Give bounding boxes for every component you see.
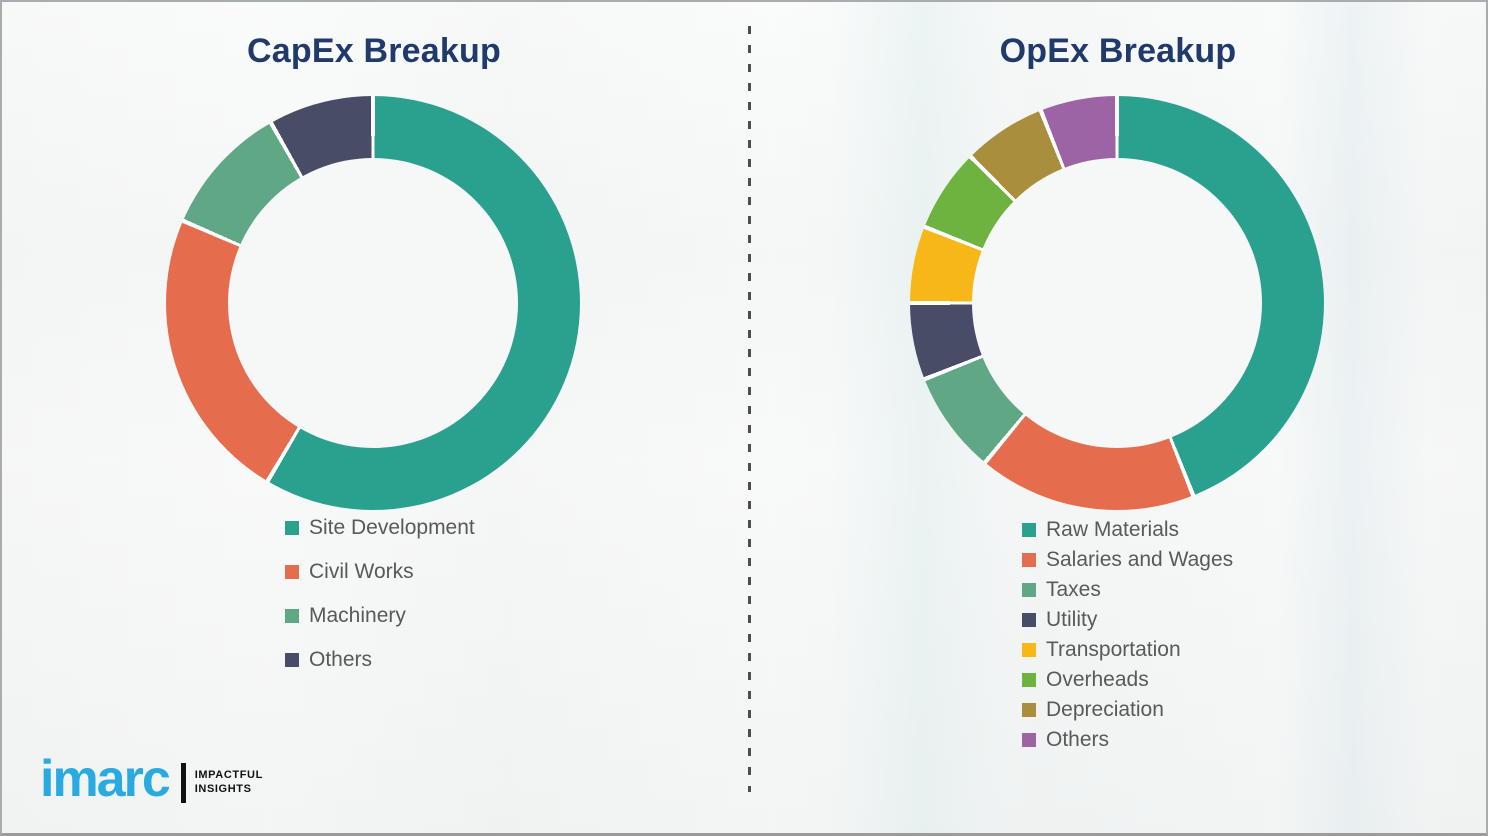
opex-chart-title: OpEx Breakup — [999, 32, 1237, 70]
logo-tagline-line1: IMPACTFUL — [194, 769, 263, 782]
imarc-wordmark: imarc — [40, 749, 171, 808]
legend-item: Salaries and Wages — [1022, 548, 1234, 572]
opex-donut-chart — [910, 96, 1324, 510]
legend-item: Civil Works — [285, 560, 475, 584]
legend-item: Others — [1022, 729, 1233, 751]
legend-label: Salaries and Wages — [1046, 548, 1234, 572]
panel-divider-dashed-line — [748, 26, 751, 792]
capex-donut-chart — [166, 96, 580, 510]
capex-legend: Site Development Civil Works Machinery Othe… — [285, 516, 475, 693]
legend-label: Site Development — [309, 516, 475, 539]
legend-label: Depreciation — [1046, 698, 1164, 722]
legend-item: Transportation — [1022, 639, 1233, 661]
legend-label: Others — [1046, 728, 1110, 752]
opex-panel: OpEx Breakup Raw Materials Salaries and W… — [746, 2, 1486, 833]
legend-label: Overheads — [1046, 668, 1149, 692]
legend-label: Taxes — [1046, 578, 1101, 602]
legend-swatch — [1022, 583, 1036, 598]
logo-divider-bar — [180, 763, 186, 803]
legend-item: Raw Materials — [1022, 518, 1233, 541]
legend-item: Others — [285, 649, 475, 671]
logo-tagline-line2: INSIGHTS — [194, 783, 252, 795]
legend-swatch — [285, 565, 299, 580]
legend-item: Utility — [1022, 609, 1233, 631]
legend-label: Raw Materials — [1046, 518, 1180, 541]
legend-swatch — [1022, 613, 1036, 628]
legend-label: Others — [309, 648, 373, 672]
legend-swatch — [1022, 643, 1036, 658]
legend-swatch — [1022, 703, 1036, 718]
capex-panel: CapEx Breakup Site Development Civil Work… — [2, 2, 746, 833]
legend-swatch — [1022, 673, 1036, 688]
logo-tagline: IMPACTFUL INSIGHTS — [195, 769, 263, 797]
donut-hole — [972, 158, 1262, 448]
legend-swatch — [285, 521, 299, 536]
legend-label: Machinery — [309, 604, 406, 628]
legend-label: Utility — [1046, 608, 1098, 632]
legend-item: Machinery — [285, 605, 475, 627]
legend-swatch — [1022, 553, 1036, 568]
capex-chart-title: CapEx Breakup — [247, 32, 501, 70]
legend-item: Overheads — [1022, 669, 1233, 691]
legend-label: Civil Works — [309, 560, 414, 584]
legend-label: Transportation — [1046, 638, 1181, 662]
legend-swatch — [1022, 523, 1036, 538]
legend-swatch — [285, 653, 299, 668]
opex-legend: Raw Materials Salaries and Wages Taxes Util… — [1022, 518, 1234, 759]
legend-item: Site Development — [285, 516, 475, 539]
legend-swatch — [285, 609, 299, 624]
donut-hole — [228, 158, 518, 448]
imarc-logo: imarc IMPACTFUL INSIGHTS — [40, 749, 263, 808]
legend-swatch — [1022, 733, 1036, 748]
legend-item: Depreciation — [1022, 699, 1233, 721]
legend-item: Taxes — [1022, 579, 1233, 601]
